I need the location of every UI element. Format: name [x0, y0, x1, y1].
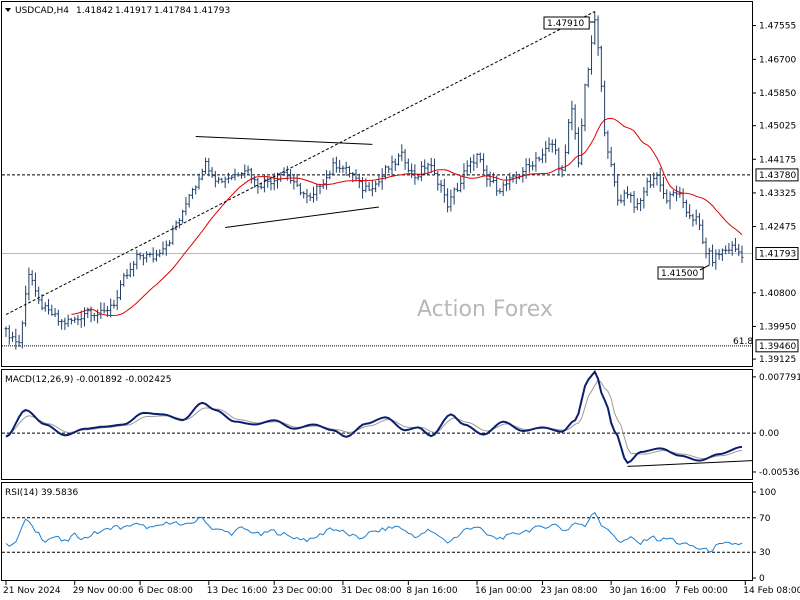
price-tag-box: [755, 168, 799, 182]
rsi-tick-label: 0: [759, 574, 765, 584]
x-tick-label: 8 Jan 16:00: [406, 586, 458, 596]
price-tick-label: 1.42475: [759, 223, 796, 233]
price-tick-label: 1.46700: [759, 55, 796, 65]
price-tag-label: 1.39460: [759, 342, 796, 352]
price-tick-label: 1.43325: [759, 189, 796, 199]
triangle-upper-line: [195, 136, 373, 145]
price-tag-box: [755, 339, 799, 353]
ohlc-high: 1.41917: [115, 6, 152, 16]
macd-title: MACD(12,26,9) -0.001892 -0.002425: [5, 375, 171, 385]
x-tick-label: 13 Dec 16:00: [207, 586, 268, 596]
price-tick-label: 1.40800: [759, 289, 796, 299]
symbol-label: USDCAD,H4: [15, 6, 69, 16]
price-tag-box: [755, 247, 799, 261]
ohlc-low: 1.41784: [154, 6, 191, 16]
macd-layer: [2, 369, 753, 467]
ohlc-close: 1.41793: [193, 6, 230, 16]
price-tick-label: 1.39950: [759, 322, 796, 332]
macd-pane-frame: [1, 369, 753, 480]
x-tick-label: 16 Jan 00:00: [475, 586, 532, 596]
low-annotation-box: [657, 266, 704, 280]
rsi-pane-frame: [1, 482, 753, 581]
dotted-channel-line: [5, 11, 596, 316]
price-pane-frame: [1, 1, 753, 367]
x-tick-label: 30 Jan 16:00: [609, 586, 666, 596]
price-tag-label: 1.41793: [759, 250, 796, 260]
low-annotation: 1.41500: [661, 269, 698, 279]
rsi-tick-label: 100: [759, 488, 776, 498]
x-tick-label: 7 Feb 00:00: [675, 586, 729, 596]
fib-label: 61.8: [733, 337, 753, 347]
price-layer: 1.47910 1.41500 61.8: [2, 11, 753, 350]
collapse-triangle-icon[interactable]: [5, 8, 11, 12]
x-tick-label: 6 Dec 08:00: [138, 586, 193, 596]
price-tick-label: 1.47555: [759, 22, 796, 32]
macd-tick-label: -0.005367: [759, 468, 800, 478]
high-annotation-box: [543, 16, 590, 30]
price-tick-label: 1.45025: [759, 122, 796, 132]
x-tick-label: 23 Jan 08:00: [540, 586, 597, 596]
rsi-line: [5, 511, 743, 553]
macd-line: [5, 369, 743, 465]
macd-tick-label: 0.007791: [759, 373, 800, 383]
price-tick-label: 1.39125: [759, 355, 796, 365]
x-tick-label: 31 Dec 08:00: [341, 586, 402, 596]
x-tick-label: 21 Nov 2024: [3, 586, 61, 596]
high-annotation: 1.47910: [547, 19, 584, 29]
rsi-title: RSI(14) 39.5836: [5, 488, 78, 498]
price-tick-label: 1.45850: [759, 89, 796, 99]
macd-tick-label: 0.00: [759, 429, 779, 439]
axis-layer: 1.47555 1.46700 1.45850 1.45025 1.44175 1.433…: [3, 22, 800, 596]
low-connector: [699, 264, 710, 271]
rsi-layer: [2, 511, 752, 553]
price-tag-label: 1.43780: [759, 171, 796, 181]
rsi-tick-label: 70: [759, 514, 771, 524]
moving-average-line: [71, 117, 743, 317]
x-tick-label: 29 Nov 00:00: [73, 586, 134, 596]
macd-signal-line: [5, 378, 743, 460]
x-tick-label: 14 Feb 08:00: [743, 586, 800, 596]
price-tick-label: 1.44175: [759, 155, 796, 165]
macd-divergence-line: [627, 460, 753, 467]
x-tick-label: 23 Dec 00:00: [272, 586, 333, 596]
rsi-tick-label: 30: [759, 548, 771, 558]
triangle-lower-line: [225, 206, 379, 229]
watermark: Action Forex: [417, 297, 553, 322]
ohlc-open: 1.41842: [76, 6, 113, 16]
